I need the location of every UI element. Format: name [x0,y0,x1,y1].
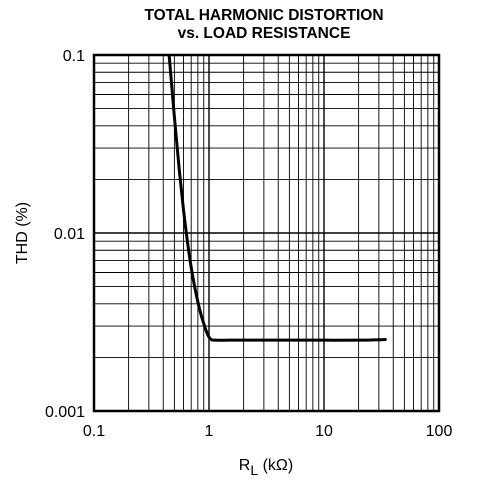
x-tick-label: 100 [426,423,453,440]
y-axis-label: THD (%) [14,202,31,264]
chart-title: TOTAL HARMONIC DISTORTION [144,7,383,24]
y-tick-label: 0.1 [63,48,85,65]
x-axis-label-main: R [239,457,251,474]
grid [94,55,439,411]
chart-subtitle: vs. LOAD RESISTANCE [178,25,351,42]
x-axis-label-subscript: L [250,462,258,478]
series-group [167,54,387,342]
y-tick-label: 0.001 [45,404,85,421]
x-axis-label: RL (kΩ) [239,457,293,478]
x-tick-label: 10 [315,423,333,440]
y-tick-label: 0.01 [54,226,85,243]
series-line [167,54,387,342]
y-tick-labels: 0.001 0.01 0.1 [45,48,85,421]
x-tick-label: 0.1 [83,423,105,440]
x-tick-label: 1 [205,423,214,440]
plot-frame [92,53,441,413]
x-axis-label-unit: (kΩ) [258,457,293,474]
x-tick-labels: 0.1 1 10 100 [83,423,453,440]
